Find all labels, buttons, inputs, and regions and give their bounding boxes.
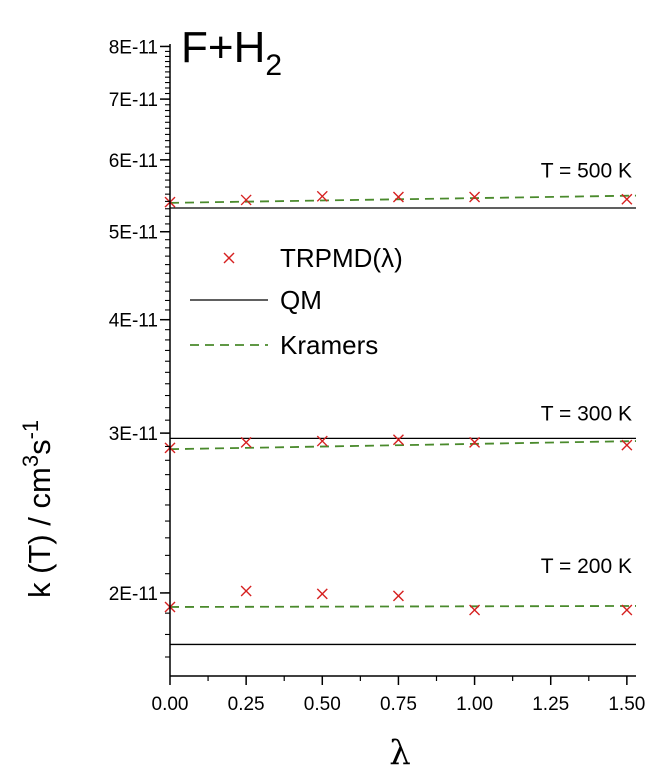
x-tick-label-6: 1.50 xyxy=(608,694,645,715)
x-tick-label-3: 0.75 xyxy=(380,694,417,715)
y-tick-label-1: 3E-11 xyxy=(109,424,158,445)
y-tick-label-6: 8E-11 xyxy=(109,37,158,58)
chart-title: F+H2 xyxy=(181,23,282,82)
trpmd-point-t200-5 xyxy=(621,604,633,616)
y-tick-label-4: 6E-11 xyxy=(109,151,158,172)
trpmd-point-t200-4-stroke-b xyxy=(469,604,481,616)
legend: TRPMD(λ) QM Kramers xyxy=(190,243,403,360)
legend-label-trpmd: TRPMD(λ) xyxy=(280,243,403,273)
trpmd-point-t300-5 xyxy=(621,439,633,451)
title-subscript: 2 xyxy=(265,49,282,82)
y-tick-label-0: 2E-11 xyxy=(109,584,158,605)
trpmd-point-t500-1 xyxy=(240,194,252,206)
trpmd-point-t500-1-stroke-b xyxy=(240,194,252,206)
y-tick-label-3: 5E-11 xyxy=(109,223,158,244)
trpmd-point-t200-3-stroke-b xyxy=(392,590,404,602)
trpmd-point-t300-2-stroke-b xyxy=(316,435,328,447)
trpmd-point-t300-4-stroke-b xyxy=(469,436,481,448)
trpmd-point-t500-3 xyxy=(392,191,404,203)
x-tick-label-5: 1.25 xyxy=(532,694,569,715)
trpmd-point-t200-3 xyxy=(392,590,404,602)
legend-symbol-trpmd-stroke-b xyxy=(223,252,235,264)
x-tick-label-1: 0.25 xyxy=(228,694,265,715)
ylabel-part-3: -1 xyxy=(18,420,43,440)
ylabel-part-2: s xyxy=(22,439,57,455)
axes: 0.00 0.25 0.50 0.75 1.00 1.25 1.50 2E-11 3E-11 4E… xyxy=(109,37,646,715)
trpmd-point-t200-2-stroke-b xyxy=(316,588,328,600)
trpmd-point-t500-3-stroke-b xyxy=(392,191,404,203)
y-axis-label: k (T) / cm3s-1 xyxy=(18,420,57,598)
trpmd-point-t200-5-stroke-b xyxy=(621,604,633,616)
trpmd-point-t300-1 xyxy=(240,436,252,448)
x-axis-label: λ xyxy=(389,733,411,773)
trpmd-point-t300-2 xyxy=(316,435,328,447)
trpmd-point-t500-2-stroke-b xyxy=(316,190,328,202)
trpmd-point-t200-1-stroke-b xyxy=(240,585,252,597)
x-tick-label-4: 1.00 xyxy=(456,694,493,715)
temperature-label-t200: T = 200 K xyxy=(541,555,632,578)
ylabel-part-0: k (T) / cm xyxy=(22,467,57,598)
trpmd-point-t500-5 xyxy=(621,193,633,205)
x-tick-label-2: 0.50 xyxy=(304,694,341,715)
trpmd-point-t300-3 xyxy=(392,434,404,446)
trpmd-point-t300-1-stroke-b xyxy=(240,436,252,448)
legend-label-qm: QM xyxy=(280,285,322,315)
legend-label-kramers: Kramers xyxy=(280,330,378,360)
x-tick-label-0: 0.00 xyxy=(152,694,189,715)
ylabel-part-1: 3 xyxy=(18,455,43,467)
trpmd-point-t200-4 xyxy=(469,604,481,616)
legend-symbol-trpmd xyxy=(223,252,235,264)
trpmd-point-t500-4-stroke-b xyxy=(469,191,481,203)
trpmd-point-t500-4 xyxy=(469,191,481,203)
temperature-label-t500: T = 500 K xyxy=(541,160,632,183)
trpmd-point-t500-2 xyxy=(316,190,328,202)
y-tick-label-2: 4E-11 xyxy=(109,311,158,332)
plot-area: T = 500 K T = 300 K T = 200 K xyxy=(164,160,637,646)
y-tick-label-5: 7E-11 xyxy=(109,90,158,111)
temperature-label-t300: T = 300 K xyxy=(541,402,632,425)
trpmd-point-t200-1 xyxy=(240,585,252,597)
title-main: F+H xyxy=(181,23,265,72)
trpmd-point-t300-3-stroke-b xyxy=(392,434,404,446)
trpmd-point-t200-2 xyxy=(316,588,328,600)
trpmd-point-t500-5-stroke-b xyxy=(621,193,633,205)
trpmd-point-t300-4 xyxy=(469,436,481,448)
trpmd-point-t300-5-stroke-b xyxy=(621,439,633,451)
kramers-line-t200 xyxy=(169,605,637,608)
